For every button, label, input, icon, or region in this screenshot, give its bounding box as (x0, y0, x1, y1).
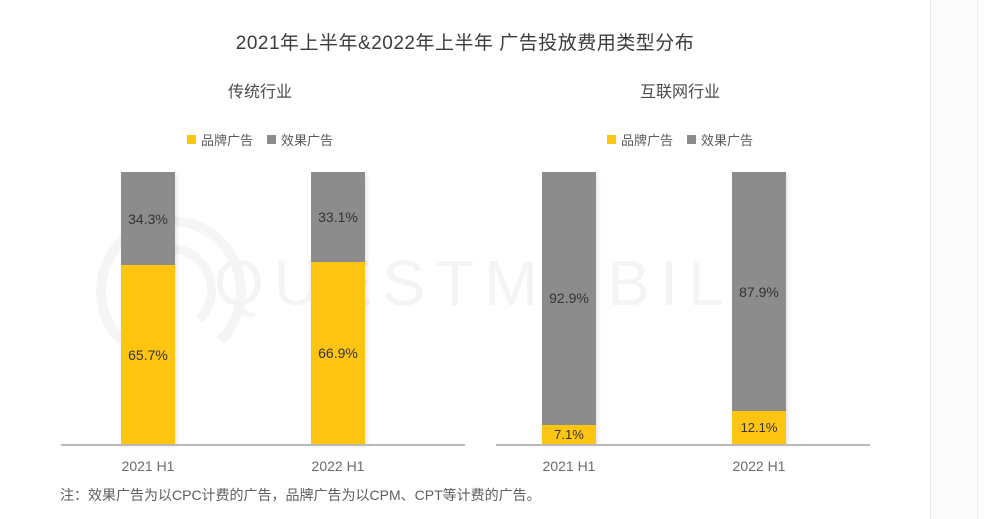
bar-traditional-2022h1[interactable]: 33.1% 66.9% (311, 172, 365, 444)
bar-segment-brand: 7.1% (542, 424, 596, 444)
bar-internet-2022h1[interactable]: 87.9% 12.1% (732, 172, 786, 444)
bar-segment-performance: 92.9% (542, 172, 596, 425)
x-axis-label-2022h1: 2022 H1 (311, 458, 365, 474)
page-edge-line-left (930, 0, 931, 519)
x-axis-label-2021h1: 2021 H1 (121, 458, 175, 474)
plot-traditional: 34.3% 65.7% 33.1% 66.9% (45, 161, 475, 446)
plot-internet: 92.9% 7.1% 87.9% 12.1% (480, 161, 880, 446)
x-axis-labels-internet: 2021 H1 2022 H1 (480, 452, 880, 480)
legend-item-performance: 效果广告 (267, 130, 333, 149)
bar-traditional-2021h1[interactable]: 34.3% 65.7% (121, 172, 175, 444)
bar-internet-2021h1[interactable]: 92.9% 7.1% (542, 172, 596, 444)
panel-title-internet: 互联网行业 (639, 84, 720, 101)
legend-traditional: 品牌广告 效果广告 (45, 130, 475, 149)
x-axis-line (496, 444, 870, 446)
bar-segment-brand: 66.9% (311, 262, 365, 444)
legend-item-performance: 效果广告 (687, 130, 753, 149)
x-axis-label-2021h1: 2021 H1 (542, 458, 596, 474)
page-title: 2021年上半年&2022年上半年 广告投放费用类型分布 (235, 33, 695, 54)
legend-swatch-performance-icon (687, 135, 696, 144)
legend-swatch-performance-icon (267, 135, 276, 144)
legend-label-brand: 品牌广告 (620, 133, 673, 148)
legend-label-performance: 效果广告 (701, 133, 754, 148)
x-axis-labels-traditional: 2021 H1 2022 H1 (45, 452, 475, 480)
legend-label-brand: 品牌广告 (200, 133, 253, 148)
bar-segment-performance: 87.9% (732, 172, 786, 412)
legend-item-brand: 品牌广告 (186, 130, 253, 149)
page-edge-line-right (977, 0, 978, 519)
panel-internet: 互联网行业 品牌广告 效果广告 92.9% 7.1% 87.9% 12.1% (480, 70, 880, 490)
legend-swatch-brand-icon (606, 135, 616, 144)
legend-swatch-brand-icon (186, 135, 196, 144)
bar-segment-brand: 65.7% (121, 265, 175, 444)
footnote: 注：效果广告为以CPC计费的广告，品牌广告为以CPM、CPT等计费的广告。 (60, 487, 541, 503)
legend-label-performance: 效果广告 (281, 133, 334, 148)
x-axis-line (61, 444, 465, 446)
bar-segment-performance: 33.1% (311, 172, 365, 263)
panel-traditional: 传统行业 品牌广告 效果广告 34.3% 65.7% 33.1% 66.9% (45, 70, 475, 490)
bar-segment-performance: 34.3% (121, 172, 175, 266)
panel-title-traditional: 传统行业 (227, 84, 292, 101)
page-edge-shade (931, 0, 977, 519)
legend-item-brand: 品牌广告 (606, 130, 673, 149)
x-axis-label-2022h1: 2022 H1 (732, 458, 786, 474)
bar-segment-brand: 12.1% (732, 411, 786, 444)
legend-internet: 品牌广告 效果广告 (480, 130, 880, 149)
